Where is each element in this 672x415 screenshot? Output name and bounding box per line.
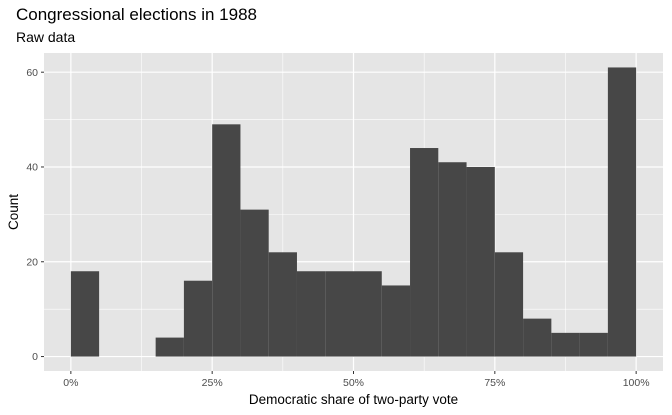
x-tick-label: 0%: [63, 377, 78, 389]
y-tick-label: 20: [26, 256, 38, 268]
histogram-bar: [155, 337, 184, 357]
histogram-bar: [579, 332, 608, 357]
histogram-bar: [353, 271, 382, 357]
y-axis-title: Count: [6, 194, 21, 230]
histogram-bar: [494, 252, 524, 357]
y-tick-label: 40: [26, 162, 38, 174]
histogram-bar: [212, 124, 241, 357]
y-tick-label: 0: [32, 351, 38, 363]
x-tick-label: 25%: [202, 377, 223, 389]
histogram-bar: [183, 280, 213, 357]
histogram-bar: [607, 67, 637, 357]
histogram-bar: [325, 271, 354, 357]
x-tick-label: 100%: [623, 377, 650, 389]
histogram-bar: [466, 166, 495, 357]
x-axis-title: Democratic share of two-party vote: [249, 392, 458, 407]
chart-title: Congressional elections in 1988: [16, 5, 257, 24]
histogram-bar: [268, 252, 297, 357]
y-axis: 0 20 40 60: [26, 67, 44, 363]
x-tick-label: 50%: [343, 377, 364, 389]
y-tick-label: 60: [26, 67, 38, 79]
histogram-bar: [410, 148, 439, 357]
histogram-bar: [296, 271, 326, 357]
x-tick-label: 75%: [484, 377, 505, 389]
histogram-bar: [551, 332, 580, 357]
histogram-bar: [523, 318, 552, 357]
histogram-bar: [70, 271, 100, 357]
histogram-bar: [438, 162, 467, 357]
histogram-bar: [240, 209, 269, 357]
histogram-bars: [70, 67, 637, 357]
x-axis: 0% 25% 50% 75% 100%: [63, 371, 650, 389]
chart-subtitle: Raw data: [16, 29, 76, 45]
histogram-bar: [381, 285, 411, 357]
